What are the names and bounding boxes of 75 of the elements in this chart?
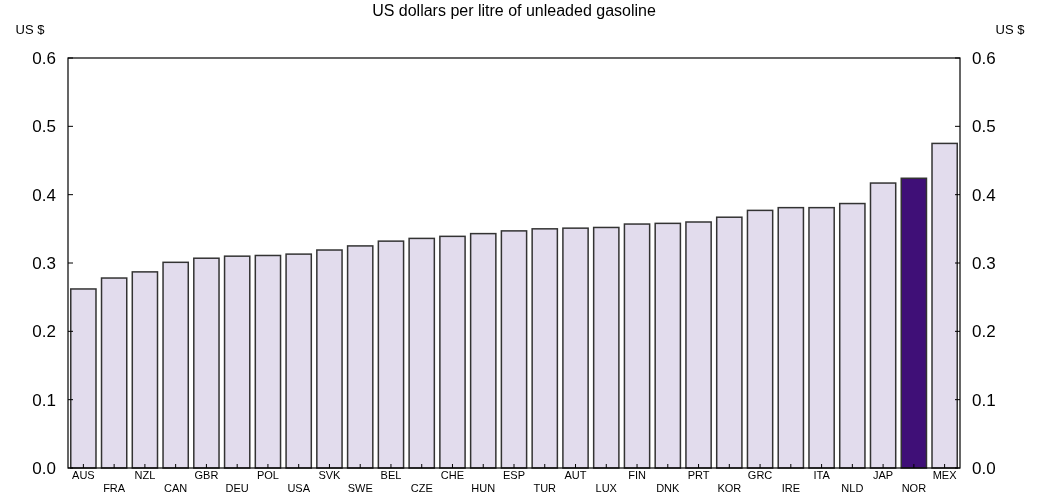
x-tick-label: BEL (380, 469, 402, 481)
bar (654, 222, 682, 469)
y2-tick-label: 0.4 (972, 185, 996, 205)
y-tick-label: 0.0 (32, 458, 56, 478)
bar (346, 245, 374, 469)
y-axis-title: US $ (15, 22, 46, 37)
x-tick-label: TUR (533, 482, 557, 494)
x-tick-label: NZL (134, 469, 156, 481)
bar (469, 232, 497, 469)
bar (931, 142, 958, 469)
y-tick-label: 0.1 (32, 390, 56, 410)
x-tick-label: NLD (841, 482, 864, 494)
y2-tick-label: 0.3 (972, 253, 996, 273)
y2-axis-title: US $ (995, 22, 1026, 37)
bar (500, 230, 528, 469)
x-tick-label: POL (256, 469, 279, 481)
bar (70, 288, 97, 469)
x-tick-label: LUX (595, 482, 618, 494)
bar (100, 277, 128, 469)
bar (869, 182, 897, 469)
bar (316, 249, 343, 469)
y-tick-label: 0.6 (32, 48, 56, 68)
bar (746, 209, 774, 469)
bar (531, 228, 559, 469)
x-tick-label: FIN (628, 469, 646, 481)
x-tick-label: ESP (502, 469, 526, 481)
y-tick-label: 0.2 (32, 322, 56, 342)
chart-title: US dollars per litre of unleaded gasoline (372, 2, 656, 19)
bar (408, 237, 436, 469)
x-tick-label: AUS (72, 469, 95, 481)
bar (131, 271, 159, 469)
x-tick-label: USA (287, 482, 311, 494)
bar (162, 261, 190, 469)
x-tick-label: PRT (687, 469, 710, 481)
bar (838, 202, 866, 469)
bar (223, 255, 251, 469)
y2-tick-label: 0.5 (972, 117, 996, 137)
x-tick-label: CAN (164, 482, 188, 494)
x-tick-label: SWE (347, 482, 373, 494)
x-tick-label: JAP (873, 469, 894, 481)
y-tick-label: 0.5 (32, 117, 56, 137)
y2-tick-label: 0.1 (972, 390, 996, 410)
x-tick-label: GRC (747, 469, 773, 481)
bar (685, 221, 712, 469)
bar (623, 223, 651, 469)
bar (900, 177, 928, 469)
x-tick-label: MEX (932, 469, 958, 481)
x-tick-label: GBR (194, 469, 219, 481)
bar (715, 216, 743, 469)
bar (562, 227, 589, 469)
x-tick-label: ITA (813, 469, 831, 481)
x-tick-label: KOR (717, 482, 742, 494)
bar (592, 226, 620, 469)
bar (439, 235, 466, 469)
x-tick-label: FRA (103, 482, 126, 494)
x-tick-label: DEU (225, 482, 249, 494)
bar (285, 253, 313, 469)
x-tick-label: AUT (564, 469, 587, 481)
x-tick-label: NOR (901, 482, 927, 494)
bar (808, 206, 835, 469)
bar (254, 254, 282, 469)
y-tick-label: 0.4 (32, 185, 56, 205)
x-tick-label: IRE (781, 482, 800, 494)
x-tick-label: CHE (440, 469, 465, 481)
x-tick-label: SVK (318, 469, 342, 481)
y2-tick-label: 0.0 (972, 458, 996, 478)
x-tick-label: HUN (471, 482, 496, 494)
y-tick-label: 0.3 (32, 253, 56, 273)
y2-tick-label: 0.2 (972, 322, 996, 342)
bar (777, 206, 805, 469)
x-tick-label: CZE (410, 482, 433, 494)
bar (193, 257, 220, 469)
bar (377, 240, 405, 469)
x-tick-label: DNK (656, 482, 681, 494)
y2-tick-label: 0.6 (972, 48, 996, 68)
